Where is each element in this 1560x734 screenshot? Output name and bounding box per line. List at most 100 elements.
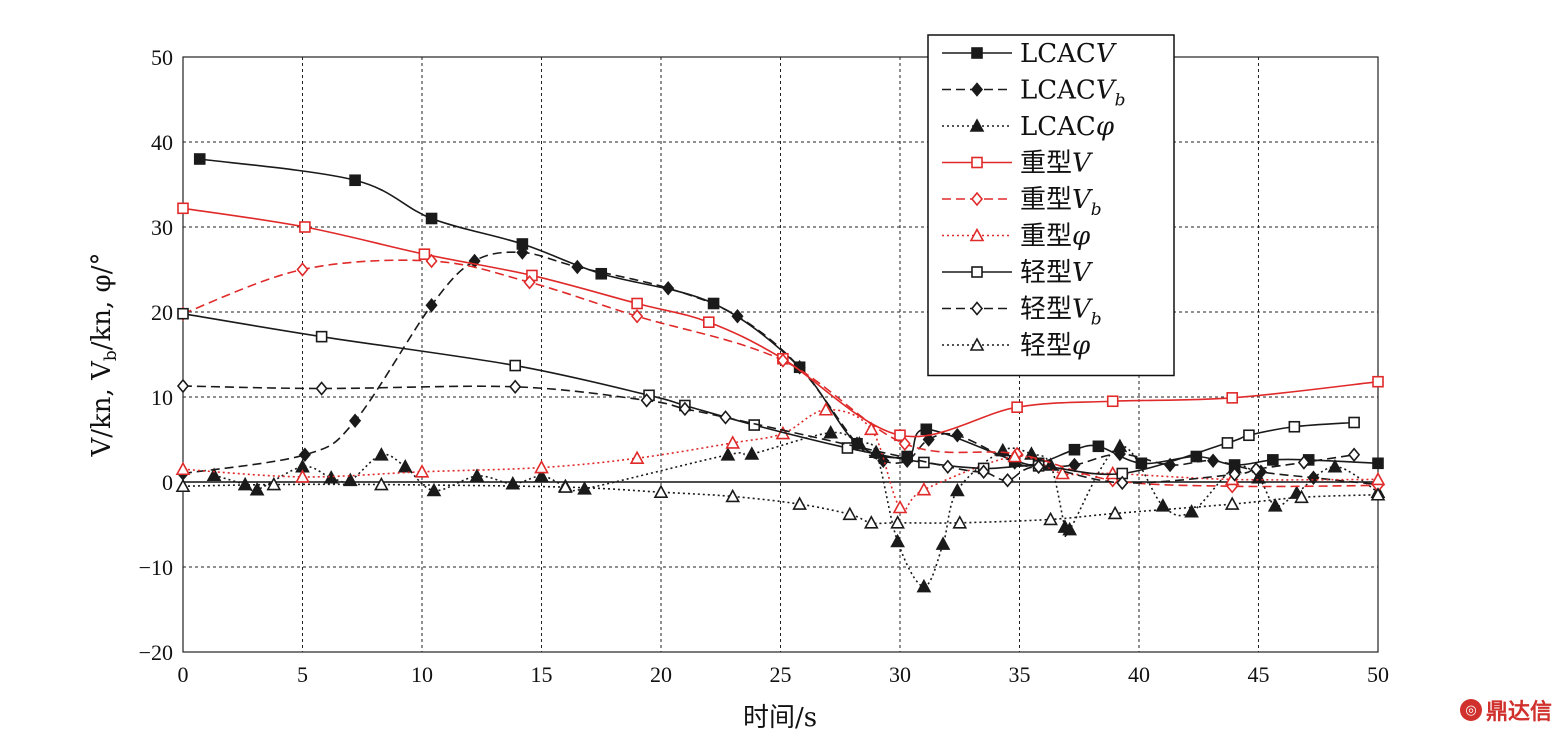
marker-triangle xyxy=(1224,496,1240,510)
legend-label: 重型Vb xyxy=(1020,185,1102,220)
series-line xyxy=(182,207,1379,438)
marker-triangle xyxy=(995,442,1011,457)
marker-triangle xyxy=(792,496,807,510)
x-tick-label: 10 xyxy=(411,662,433,687)
marker-diamond xyxy=(1250,462,1263,477)
marker-square xyxy=(509,359,522,372)
series-3 xyxy=(177,202,1384,442)
marker-triangle xyxy=(175,461,191,476)
marker-triangle xyxy=(1112,438,1128,453)
marker-square xyxy=(425,212,438,225)
marker-square xyxy=(177,202,189,215)
marker-diamond xyxy=(793,360,806,375)
legend-label: 重型φ xyxy=(1020,222,1091,252)
marker-triangle xyxy=(1370,471,1386,486)
marker-square xyxy=(1372,375,1384,388)
marker-diamond xyxy=(296,262,309,277)
marker-triangle xyxy=(237,476,253,491)
watermark-text: 鼎达信 xyxy=(1485,700,1552,725)
marker-square xyxy=(1267,454,1279,466)
marker-triangle xyxy=(414,464,430,478)
legend-label: 重型V xyxy=(1020,149,1093,179)
y-tick-label: 0 xyxy=(162,470,173,495)
marker-triangle xyxy=(890,533,905,548)
y-tick-label: 50 xyxy=(151,45,173,70)
marker-square xyxy=(631,297,643,310)
legend-box xyxy=(927,34,1175,377)
x-tick-label: 15 xyxy=(531,662,553,687)
marker-triangle xyxy=(744,446,760,460)
marker-triangle xyxy=(653,484,669,499)
y-tick-label: −10 xyxy=(139,555,173,580)
y-tick-label: 30 xyxy=(151,215,173,240)
marker-triangle xyxy=(1107,505,1123,520)
marker-diamond xyxy=(941,459,954,474)
y-tick-label: 20 xyxy=(151,300,173,325)
marker-square xyxy=(971,266,983,278)
marker-square xyxy=(894,429,906,442)
marker-triangle xyxy=(175,478,191,493)
marker-square xyxy=(1372,457,1384,470)
marker-diamond xyxy=(425,253,438,269)
legend-label: LCACφ xyxy=(1020,112,1115,142)
x-tick-label: 0 xyxy=(178,662,189,687)
marker-square xyxy=(702,316,715,329)
marker-triangle xyxy=(842,506,858,521)
marker-diamond xyxy=(1348,447,1361,463)
marker-diamond xyxy=(1001,473,1014,488)
marker-square xyxy=(1190,450,1203,463)
legend-label: 轻型Vb xyxy=(1020,295,1102,330)
marker-diamond xyxy=(1116,475,1129,491)
marker-triangle xyxy=(916,481,932,496)
marker-square xyxy=(349,174,361,187)
marker-diamond xyxy=(425,297,438,313)
marker-square xyxy=(1068,443,1081,456)
marker-triangle xyxy=(969,118,985,132)
marker-diamond xyxy=(523,275,536,290)
x-axis-title: 时间/s xyxy=(743,703,817,733)
marker-triangle xyxy=(863,421,879,436)
x-tick-label: 20 xyxy=(650,662,672,687)
marker-square xyxy=(971,47,983,59)
legend-label: LCACVb xyxy=(1020,76,1126,111)
marker-triangle xyxy=(725,435,741,449)
series-7 xyxy=(176,378,1361,491)
marker-diamond xyxy=(662,280,675,296)
marker-square xyxy=(193,153,206,165)
watermark: ◎ 鼎达信 xyxy=(1459,694,1552,726)
marker-diamond xyxy=(640,393,653,408)
marker-diamond xyxy=(571,259,584,275)
marker-square xyxy=(315,330,328,343)
legend-label: 轻型φ xyxy=(1020,331,1091,361)
axes: 0 5 10 15 20 25 30 35 40 45 50 50 40 30 20 10 0 −10 −20 xyxy=(139,45,1389,687)
marker-triangle xyxy=(397,459,413,473)
marker-triangle xyxy=(1062,521,1078,536)
marker-triangle xyxy=(629,450,645,465)
marker-square xyxy=(1243,429,1255,442)
marker-diamond xyxy=(719,410,732,425)
grid xyxy=(183,57,1378,652)
marker-diamond xyxy=(922,432,935,447)
marker-triangle xyxy=(1105,465,1121,480)
series-layer xyxy=(175,153,1386,593)
marker-diamond xyxy=(1032,459,1045,474)
marker-triangle xyxy=(469,468,485,482)
marker-triangle xyxy=(1294,489,1309,504)
marker-triangle xyxy=(916,578,932,593)
marker-square xyxy=(1288,420,1301,433)
marker-diamond xyxy=(1228,467,1241,482)
x-tick-label: 25 xyxy=(770,662,792,687)
marker-diamond xyxy=(898,436,911,451)
marker-diamond xyxy=(977,464,990,480)
marker-triangle xyxy=(935,536,951,550)
marker-square xyxy=(1011,401,1023,414)
marker-triangle xyxy=(1055,465,1070,480)
y-tick-label: −20 xyxy=(139,640,173,665)
marker-square xyxy=(920,423,933,436)
marker-triangle xyxy=(374,447,389,461)
marker-square xyxy=(841,442,854,454)
marker-triangle xyxy=(1327,459,1343,473)
marker-triangle xyxy=(426,482,442,497)
